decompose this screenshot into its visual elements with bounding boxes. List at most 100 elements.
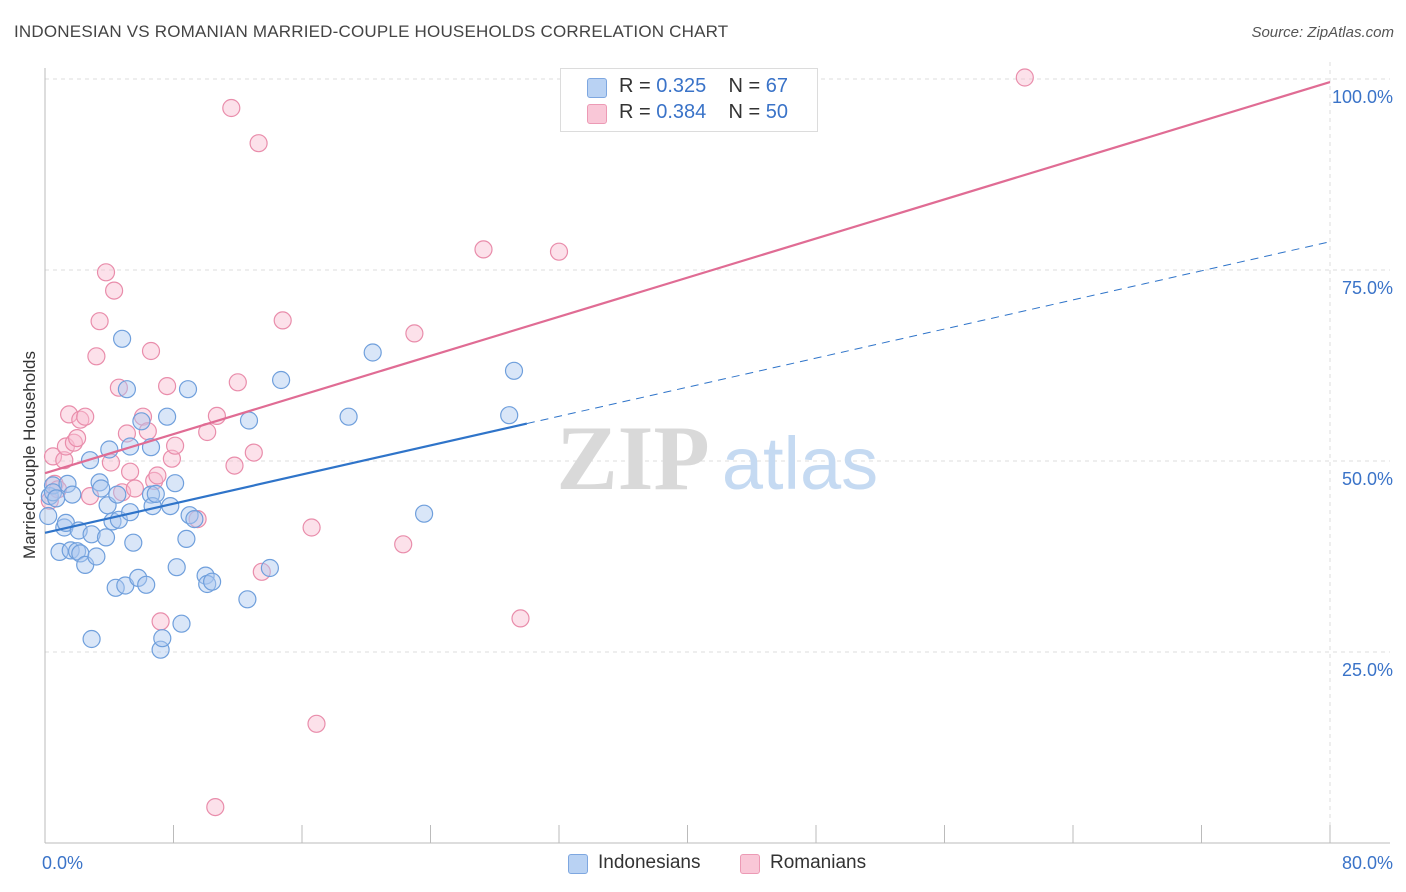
romanians-point xyxy=(394,535,413,554)
indonesians-legend-label: Indonesians xyxy=(598,852,701,873)
romanians-swatch xyxy=(587,104,607,124)
romanians-trend-line xyxy=(44,81,1331,475)
indonesians-trend-line xyxy=(44,422,528,534)
y-tick-label: 50.0% xyxy=(1342,469,1393,489)
romanians-point xyxy=(145,471,164,490)
chart-source: Source: ZipAtlas.com xyxy=(1251,24,1394,41)
romanians-point xyxy=(104,281,124,300)
romanians-point xyxy=(249,134,268,153)
romanians-point xyxy=(71,410,90,429)
trend-lines xyxy=(44,81,1331,534)
chart-title: INDONESIAN VS ROMANIAN MARRIED-COUPLE HO… xyxy=(14,22,729,41)
romanians-point xyxy=(549,242,569,261)
romanians-point xyxy=(474,240,493,259)
romanians-point xyxy=(228,373,247,392)
indonesians-point xyxy=(124,533,143,552)
legend-r-label: R = xyxy=(619,75,651,97)
indonesians-trend-extension xyxy=(526,241,1331,425)
indonesians-point xyxy=(108,485,127,504)
indonesians-legend-swatch xyxy=(568,854,588,874)
indonesians-point xyxy=(117,380,137,399)
romanians-point xyxy=(151,612,170,631)
indonesians-point xyxy=(82,629,101,649)
romanians-point xyxy=(158,377,177,396)
romanians-point xyxy=(96,263,116,282)
indonesians-point xyxy=(132,412,151,431)
indonesians-point xyxy=(339,407,358,426)
indonesians-point xyxy=(47,489,66,508)
indonesians-point xyxy=(146,484,165,503)
indonesians-point xyxy=(238,590,257,609)
indonesians-point xyxy=(415,504,434,523)
romanians-point xyxy=(166,436,185,455)
indonesians-point xyxy=(272,370,291,390)
romanians-point xyxy=(87,347,106,366)
romanians-point xyxy=(273,311,292,330)
legend-romanians-n: 50 xyxy=(765,101,789,123)
indonesians-point xyxy=(177,529,196,549)
indonesians-point xyxy=(504,361,524,380)
legend-indonesians-n: 67 xyxy=(765,75,789,97)
romanians-point xyxy=(244,443,263,462)
romanians-legend-swatch xyxy=(740,854,760,874)
indonesians-point xyxy=(92,479,111,498)
romanians-point xyxy=(302,518,321,537)
y-tick-label: 100.0% xyxy=(1332,87,1393,107)
indonesians-swatch xyxy=(587,78,607,98)
watermark-atlas: atlas xyxy=(722,422,878,505)
watermark-zip: ZIP xyxy=(556,407,709,509)
romanians-point xyxy=(1015,68,1034,87)
indonesians-point xyxy=(82,525,101,544)
romanians-point xyxy=(225,456,244,475)
indonesians-point xyxy=(153,629,172,648)
indonesians-point xyxy=(87,547,106,566)
watermark: ZIP atlas xyxy=(556,407,878,509)
indonesians-point xyxy=(141,485,161,504)
romanians-point xyxy=(222,98,241,118)
y-tick-label: 75.0% xyxy=(1342,278,1393,298)
legend-n-label: N = xyxy=(728,101,761,123)
indonesians-point xyxy=(158,407,177,426)
romanians-point xyxy=(141,341,161,361)
indonesians-point xyxy=(151,640,170,659)
indonesians-point xyxy=(185,509,204,529)
x-tick-label-min: 0.0% xyxy=(42,853,83,873)
indonesians-point xyxy=(58,474,77,493)
romanians-point xyxy=(55,451,74,470)
data-points xyxy=(39,68,1034,817)
romanians-point xyxy=(121,462,140,481)
romanians-point xyxy=(90,312,109,331)
romanians-point xyxy=(206,797,225,817)
gridlines xyxy=(45,62,1390,843)
indonesians-point xyxy=(239,411,259,430)
x-tick-label-max: 80.0% xyxy=(1342,853,1393,873)
indonesians-point xyxy=(500,406,519,425)
romanians-point xyxy=(43,447,63,466)
legend-romanians-r: 0.384 xyxy=(656,101,707,123)
romanians-point xyxy=(307,714,326,733)
legend-indonesians-r: 0.325 xyxy=(656,75,707,97)
axis-labels: Married-couple Households 25.0% 50.0% 75.0… xyxy=(20,87,1393,873)
y-tick-label: 25.0% xyxy=(1342,660,1393,680)
indonesians-point xyxy=(96,528,116,547)
romanians-legend-label: Romanians xyxy=(770,852,867,873)
indonesians-point xyxy=(198,574,217,594)
indonesians-point xyxy=(203,572,222,591)
indonesians-point xyxy=(260,558,279,578)
legend-n-label: N = xyxy=(728,75,761,97)
indonesians-point xyxy=(178,380,198,399)
indonesians-point xyxy=(172,614,191,633)
y-axis-label: Married-couple Households xyxy=(20,351,39,559)
romanians-point xyxy=(405,324,424,343)
indonesians-point xyxy=(100,440,119,459)
romanians-point xyxy=(67,429,87,448)
indonesians-point xyxy=(167,558,186,577)
indonesians-point xyxy=(39,506,58,526)
romanians-point xyxy=(125,479,144,498)
indonesians-point xyxy=(112,329,132,348)
romanians-point xyxy=(511,609,530,628)
romanians-point xyxy=(148,466,167,485)
indonesians-point xyxy=(90,473,109,492)
romanians-point xyxy=(76,407,95,426)
